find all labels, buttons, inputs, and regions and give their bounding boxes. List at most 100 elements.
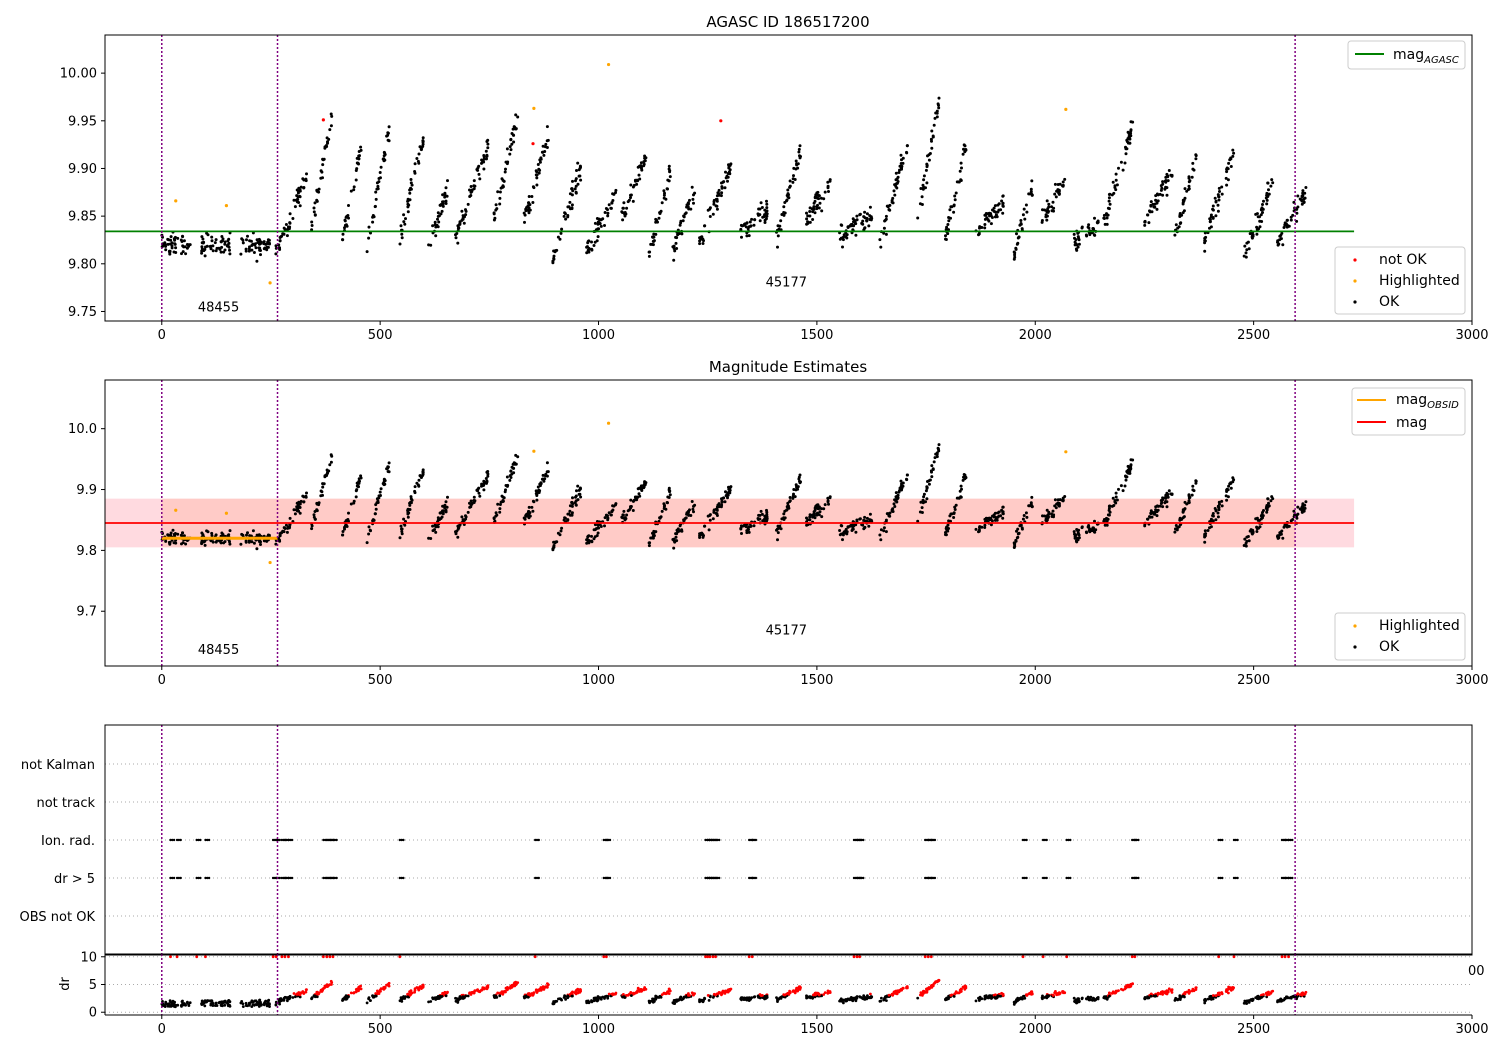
dr-point xyxy=(603,997,606,1000)
ok-point xyxy=(1156,508,1160,512)
panel-4-plot-area xyxy=(105,954,1472,1015)
ok-point xyxy=(1017,531,1021,535)
ok-point xyxy=(522,211,526,215)
ok-point xyxy=(926,154,929,158)
ok-point xyxy=(999,208,1003,212)
flag-point xyxy=(716,876,719,880)
ok-point xyxy=(541,477,545,481)
ok-point xyxy=(456,526,460,530)
ok-point xyxy=(815,191,819,195)
ok-point xyxy=(341,530,345,533)
dr-point xyxy=(1015,998,1018,1002)
ok-point xyxy=(1220,504,1224,508)
ok-point xyxy=(887,208,891,212)
dr-point xyxy=(345,997,349,1000)
ok-point xyxy=(679,219,683,223)
ok-point xyxy=(464,517,468,521)
ok-point xyxy=(922,492,926,496)
flag-point xyxy=(331,838,335,842)
ok-point xyxy=(854,222,858,226)
ok-point xyxy=(313,201,317,205)
ok-point xyxy=(944,228,948,231)
ok-point xyxy=(1289,218,1293,222)
ok-point xyxy=(794,159,798,163)
ok-point xyxy=(590,247,594,251)
ok-point xyxy=(298,505,302,509)
ok-point xyxy=(278,239,282,243)
ok-point xyxy=(1165,172,1169,176)
flag-point xyxy=(607,876,610,880)
ok-point xyxy=(698,242,702,246)
ok-point xyxy=(328,463,332,467)
dr-point xyxy=(313,994,317,998)
legend-mag-obsid-label: magOBSID xyxy=(1396,392,1459,411)
ok-point xyxy=(250,540,254,544)
ok-point xyxy=(1173,530,1177,534)
ok-point xyxy=(949,205,953,209)
ok-point xyxy=(867,224,871,228)
ok-point xyxy=(884,232,888,236)
ok-point xyxy=(406,205,410,209)
dr-point-flagged xyxy=(636,986,640,990)
dr-point-flagged xyxy=(480,988,483,992)
ok-point xyxy=(1091,526,1095,530)
ok-point xyxy=(760,206,764,209)
dr-point xyxy=(310,997,313,1001)
ok-point xyxy=(698,236,702,240)
ok-point xyxy=(977,528,981,532)
ok-point xyxy=(302,186,306,190)
ok-point xyxy=(258,238,262,242)
dr-point xyxy=(169,1004,172,1007)
ok-point xyxy=(1174,223,1178,227)
dr-point xyxy=(1149,994,1153,998)
ok-point xyxy=(1113,500,1117,504)
ok-point xyxy=(1063,495,1067,498)
dr-point xyxy=(707,999,711,1002)
dr-point xyxy=(1040,996,1044,1000)
ok-point xyxy=(480,484,483,488)
ok-point xyxy=(1019,523,1023,527)
dr-point-flagged xyxy=(379,989,382,993)
legend-highlighted-label: Highlighted xyxy=(1379,273,1460,289)
ok-point xyxy=(352,185,356,189)
highlighted-point xyxy=(606,421,611,425)
ok-point xyxy=(313,517,317,521)
dr-point xyxy=(400,1000,404,1003)
ok-point xyxy=(725,493,729,496)
ok-point xyxy=(1302,201,1306,204)
dr-point xyxy=(466,994,470,998)
dr-point xyxy=(436,994,440,998)
ok-point xyxy=(239,542,243,546)
ok-point xyxy=(759,201,763,205)
ok-point xyxy=(595,217,599,220)
ok-point xyxy=(1265,198,1269,202)
ok-point xyxy=(609,206,613,210)
dr-point xyxy=(456,1001,460,1004)
dr-point xyxy=(653,1000,656,1003)
dr-point xyxy=(780,995,784,998)
ok-point xyxy=(531,201,535,204)
ok-point xyxy=(505,475,509,479)
ok-point xyxy=(1017,235,1021,239)
flag-point xyxy=(1133,876,1137,880)
dr-point-flagged xyxy=(579,988,582,991)
ok-point xyxy=(466,510,470,514)
ok-point xyxy=(1231,148,1235,152)
flag-point xyxy=(1045,876,1048,880)
ok-point xyxy=(566,518,570,522)
ok-point xyxy=(930,470,933,474)
ok-point xyxy=(1187,184,1191,188)
ok-point xyxy=(706,208,710,212)
ok-point xyxy=(900,167,903,171)
ok-point xyxy=(288,212,292,216)
ok-point xyxy=(668,493,672,497)
ok-point xyxy=(752,223,756,227)
ok-point xyxy=(369,529,372,533)
dr-point-flagged xyxy=(1170,988,1174,992)
flag-point xyxy=(1069,838,1072,842)
ok-point xyxy=(274,244,278,248)
ok-point xyxy=(1247,539,1251,543)
ok-point xyxy=(992,206,996,210)
ok-point xyxy=(680,232,684,236)
